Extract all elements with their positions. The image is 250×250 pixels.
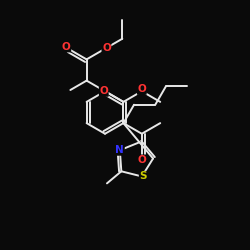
Text: O: O bbox=[138, 155, 146, 165]
Text: N: N bbox=[116, 145, 124, 155]
Text: O: O bbox=[138, 84, 146, 94]
Text: S: S bbox=[139, 172, 147, 181]
Text: O: O bbox=[100, 86, 108, 96]
Text: O: O bbox=[62, 42, 71, 52]
Text: O: O bbox=[102, 43, 111, 53]
